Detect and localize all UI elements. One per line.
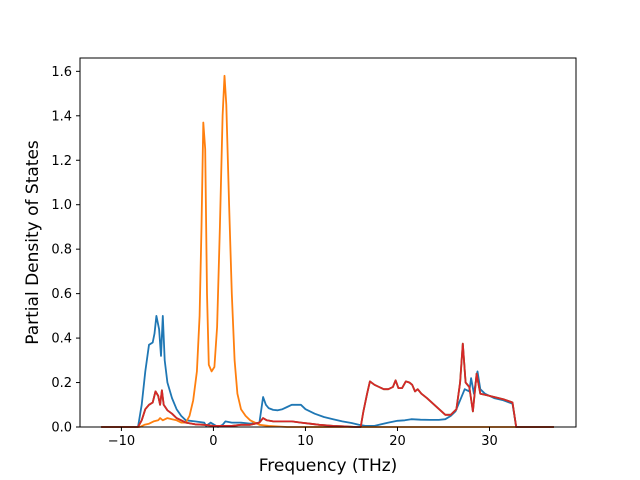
y-tick-label: 0.8 xyxy=(51,243,72,258)
y-axis-label: Partial Density of States xyxy=(23,140,43,345)
x-tick-label: 0 xyxy=(209,434,217,449)
y-tick-label: 0.2 xyxy=(51,376,72,391)
x-tick-label: 30 xyxy=(481,434,498,449)
y-tick-label: 0.4 xyxy=(51,332,72,347)
x-tick-label: 10 xyxy=(297,434,314,449)
y-tick-label: 1.0 xyxy=(51,198,72,213)
plot-frame xyxy=(79,57,577,428)
series-line-4 xyxy=(101,342,554,428)
x-tick-label: −10 xyxy=(108,434,135,449)
x-axis-label: Frequency (THz) xyxy=(259,456,398,476)
x-tick-label: 20 xyxy=(389,434,406,449)
y-tick-label: 0.0 xyxy=(51,421,72,436)
y-axis-ticks: 0.0 0.2 0.4 0.6 0.8 1.0 1.2 1.4 1.6 xyxy=(51,65,80,436)
y-tick-label: 1.2 xyxy=(51,154,72,169)
series-line-1 xyxy=(101,314,554,428)
y-tick-label: 1.6 xyxy=(51,65,72,80)
series-line-2 xyxy=(101,74,554,428)
series-layer xyxy=(101,74,554,428)
y-tick-label: 1.4 xyxy=(51,109,72,124)
x-axis-ticks: −10 0 10 20 30 xyxy=(108,427,498,449)
y-tick-label: 0.6 xyxy=(51,287,72,302)
